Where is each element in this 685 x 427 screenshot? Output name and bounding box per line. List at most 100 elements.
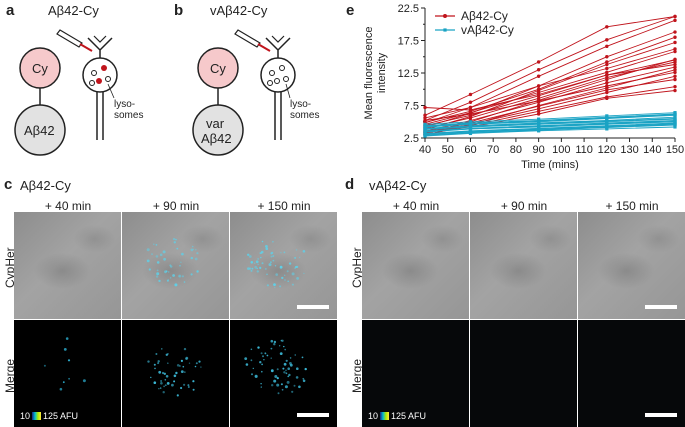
fluorescent-punctum	[261, 240, 264, 243]
fluorescent-punctum	[293, 384, 296, 387]
series-point	[673, 111, 677, 115]
fluorescent-punctum	[270, 252, 273, 255]
fluorescent-punctum	[283, 362, 287, 366]
fluorescent-punctum	[171, 383, 174, 387]
series-point	[605, 60, 609, 64]
micrograph-c-cypher-90	[122, 212, 229, 319]
series-line	[424, 48, 676, 119]
fluorescent-punctum	[178, 274, 182, 278]
micrograph-d-merge-150	[578, 320, 685, 427]
fluorescent-punctum	[153, 243, 155, 245]
series-point	[673, 14, 677, 19]
fluorescent-punctum	[157, 362, 160, 365]
fluorescent-punctum	[159, 253, 163, 257]
fluorescent-punctum	[282, 367, 285, 370]
fluorescent-punctum	[156, 269, 159, 272]
fluorescent-punctum	[272, 240, 274, 243]
fluorescent-punctum	[281, 276, 284, 280]
fluorescent-punctum	[175, 238, 177, 241]
fluorescent-punctum	[157, 360, 160, 363]
series-point	[468, 105, 473, 110]
neuron-icon	[82, 35, 118, 140]
fluorescent-punctum	[262, 355, 264, 358]
series-point	[673, 40, 677, 45]
fluorescent-punctum	[187, 386, 190, 388]
panel-c-title: Aβ42-Cy	[20, 178, 71, 193]
series-point	[605, 119, 609, 123]
panel-letter-e: e	[346, 2, 355, 19]
fluorescent-punctum	[200, 366, 202, 368]
series-point	[536, 60, 541, 64]
fluorescent-punctum	[167, 271, 170, 273]
panel-c-time-40: + 40 min	[44, 199, 92, 213]
fluorescent-punctum	[273, 283, 276, 286]
series-point	[537, 128, 541, 132]
fluorescent-punctum	[248, 255, 252, 258]
series-point	[423, 118, 427, 123]
fluorescent-punctum	[299, 256, 301, 258]
fluorescent-punctum	[163, 372, 166, 375]
fluorescent-punctum	[302, 250, 306, 253]
fluorescent-punctum	[286, 380, 290, 384]
colorbar-min: 10	[368, 411, 379, 421]
fluorescent-punctum	[271, 384, 274, 387]
fluorescent-punctum	[264, 267, 267, 270]
fluorescent-punctum	[266, 354, 269, 357]
panel-letter-d: d	[345, 176, 355, 193]
fluorescent-punctum	[245, 363, 249, 366]
fluorescent-punctum	[146, 259, 150, 263]
fluorescent-punctum	[281, 388, 284, 391]
panel-a-protein-label: Aβ42	[24, 123, 55, 138]
fluorescent-punctum	[301, 356, 304, 359]
neuron-icon	[260, 35, 296, 140]
legend-marker	[443, 28, 447, 32]
series-point	[536, 107, 541, 111]
fluorescent-punctum	[195, 249, 197, 251]
series-point	[673, 58, 677, 62]
fluorescent-punctum	[263, 359, 265, 361]
fluorescent-punctum	[160, 380, 162, 382]
y-tick-label: 7.5	[404, 101, 419, 113]
fluorescent-punctum	[173, 374, 177, 378]
fluorescent-punctum	[180, 359, 183, 362]
fluorescent-punctum	[172, 274, 175, 277]
lysosome-dots	[267, 65, 289, 86]
fluorescent-punctum	[287, 367, 290, 370]
fluorescent-punctum	[260, 352, 263, 355]
fluorescent-puncta	[43, 337, 86, 391]
fluorescent-punctum	[291, 272, 295, 276]
fluorescent-punctum	[260, 386, 262, 388]
panel-c-time-150: + 150 min	[257, 199, 311, 213]
series-point	[423, 124, 427, 128]
micrograph-c-cypher-40	[14, 212, 121, 319]
fluorescent-punctum	[190, 273, 193, 276]
fluorescent-punctum	[172, 237, 176, 241]
fluorescent-punctum	[283, 251, 286, 254]
fluorescent-punctum	[173, 241, 176, 244]
fluorescent-punctum	[260, 256, 262, 259]
fluorescent-punctum	[161, 371, 165, 375]
series-point	[673, 70, 677, 75]
scale-bar	[645, 413, 677, 417]
fluorescent-punctum	[284, 348, 286, 351]
series-point	[605, 114, 609, 118]
fluorescent-punctum	[174, 283, 178, 287]
micrograph-c-merge-90	[122, 320, 229, 427]
fluorescent-punctum	[192, 380, 195, 383]
fluorescent-punctum	[257, 263, 259, 265]
fluorescent-punctum	[153, 381, 157, 384]
x-tick-label: 140	[643, 144, 661, 156]
fluorescent-punctum	[176, 364, 180, 367]
series-point	[536, 109, 541, 114]
fluorescent-punctum	[180, 370, 184, 373]
fluorescent-punctum	[261, 370, 263, 373]
fluorescent-punctum	[160, 382, 163, 385]
fluorescent-punctum	[261, 262, 264, 265]
fluorescent-punctum	[302, 379, 306, 383]
micrograph-d-cypher-150	[578, 212, 685, 319]
fluorescent-punctum	[164, 384, 167, 387]
panel-a-schematic	[14, 29, 118, 156]
panel-letter-c: c	[4, 176, 13, 193]
fluorescent-punctum	[289, 357, 292, 359]
series-point	[423, 122, 427, 126]
